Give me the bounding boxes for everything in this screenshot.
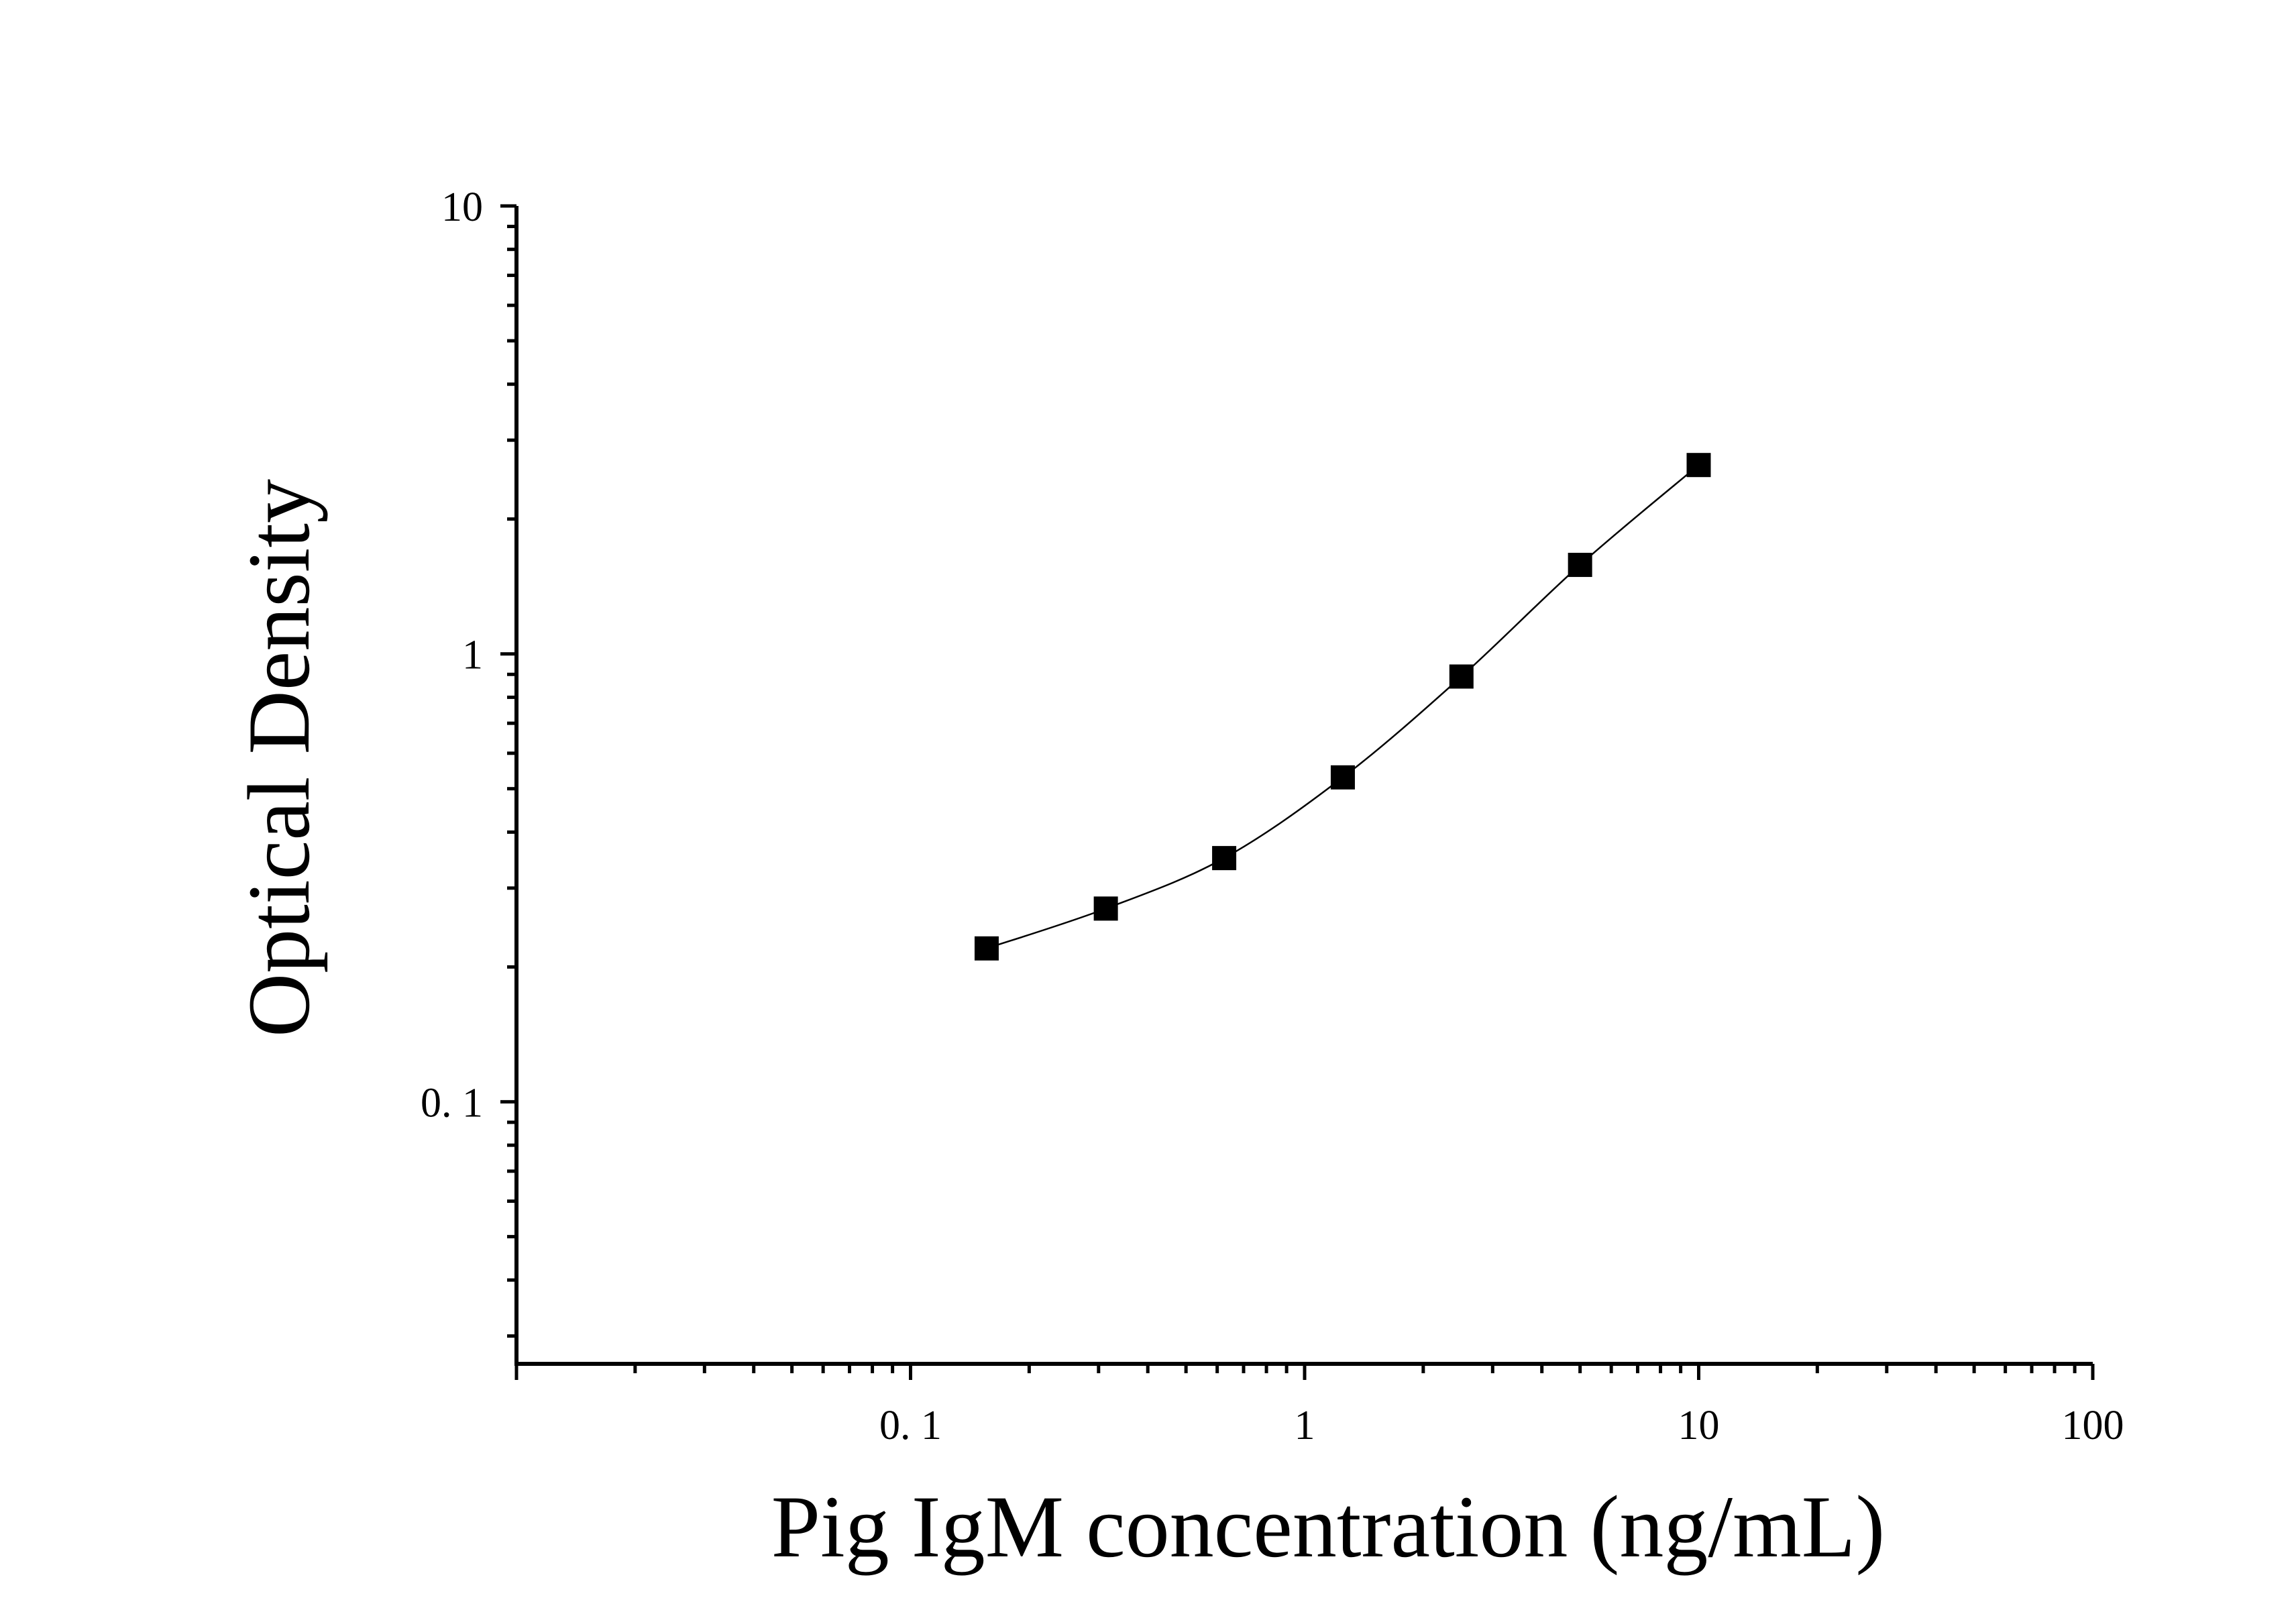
data-point-marker	[1449, 664, 1474, 689]
y-tick-label: 1	[462, 633, 483, 678]
data-point-marker	[974, 936, 999, 961]
x-tick-label: 0. 1	[879, 1403, 942, 1448]
data-points	[974, 453, 1711, 961]
data-point-marker	[1568, 553, 1592, 578]
x-tick-label: 1	[1295, 1403, 1315, 1448]
fit-curve	[986, 464, 1700, 949]
axis-lines	[514, 206, 2093, 1366]
x-axis-title: Pig IgM concentration (ng/mL)	[771, 1477, 1885, 1576]
y-tick-label: 0. 1	[421, 1080, 483, 1126]
x-tick-label: 10	[1678, 1403, 1720, 1448]
y-tick-label: 10	[441, 184, 483, 230]
data-point-marker	[1093, 896, 1118, 921]
x-tick-label: 100	[2062, 1403, 2124, 1448]
fit-curve-group	[986, 464, 1700, 949]
axes	[500, 204, 2095, 1380]
data-point-marker	[1212, 846, 1237, 871]
data-point-marker	[1686, 453, 1711, 478]
data-point-marker	[1330, 765, 1355, 790]
tick-labels: 0. 1 1 10 100 0. 1 1 10	[421, 184, 2124, 1448]
y-axis-title: Optical Density	[229, 479, 328, 1037]
